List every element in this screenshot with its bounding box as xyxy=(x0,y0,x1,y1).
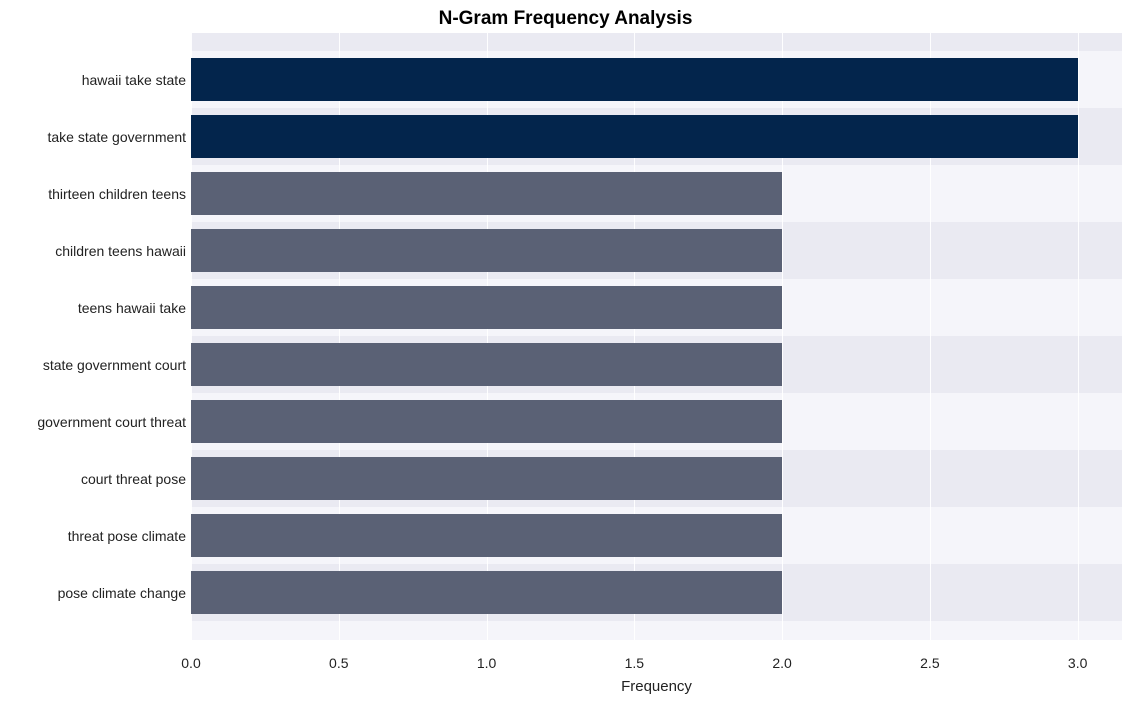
x-axis-label: Frequency xyxy=(191,678,1122,695)
x-tick-label: 3.0 xyxy=(1068,655,1087,671)
x-tick-label: 0.0 xyxy=(181,655,200,671)
y-tick-label: state government court xyxy=(8,357,186,373)
bar xyxy=(191,172,782,215)
y-tick-label: teens hawaii take xyxy=(8,300,186,316)
x-tick-label: 0.5 xyxy=(329,655,348,671)
bar xyxy=(191,571,782,614)
gridline xyxy=(1078,33,1079,640)
bar xyxy=(191,115,1078,158)
y-tick-label: hawaii take state xyxy=(8,72,186,88)
x-tick-label: 1.0 xyxy=(477,655,496,671)
ngram-chart: N-Gram Frequency Analysis hawaii take st… xyxy=(0,0,1131,701)
x-tick-label: 2.0 xyxy=(772,655,791,671)
y-tick-label: take state government xyxy=(8,129,186,145)
y-tick-label: court threat pose xyxy=(8,471,186,487)
bar xyxy=(191,286,782,329)
grid-band xyxy=(191,621,1122,640)
bar xyxy=(191,514,782,557)
grid-band xyxy=(191,33,1122,51)
y-tick-label: pose climate change xyxy=(8,585,186,601)
y-tick-label: government court threat xyxy=(8,414,186,430)
y-tick-label: threat pose climate xyxy=(8,528,186,544)
bar xyxy=(191,58,1078,101)
y-tick-label: thirteen children teens xyxy=(8,186,186,202)
bar xyxy=(191,400,782,443)
x-tick-label: 2.5 xyxy=(920,655,939,671)
chart-title: N-Gram Frequency Analysis xyxy=(0,8,1131,30)
bar xyxy=(191,343,782,386)
x-tick-label: 1.5 xyxy=(625,655,644,671)
bar xyxy=(191,229,782,272)
bar xyxy=(191,457,782,500)
y-tick-label: children teens hawaii xyxy=(8,243,186,259)
plot-area xyxy=(191,33,1122,640)
